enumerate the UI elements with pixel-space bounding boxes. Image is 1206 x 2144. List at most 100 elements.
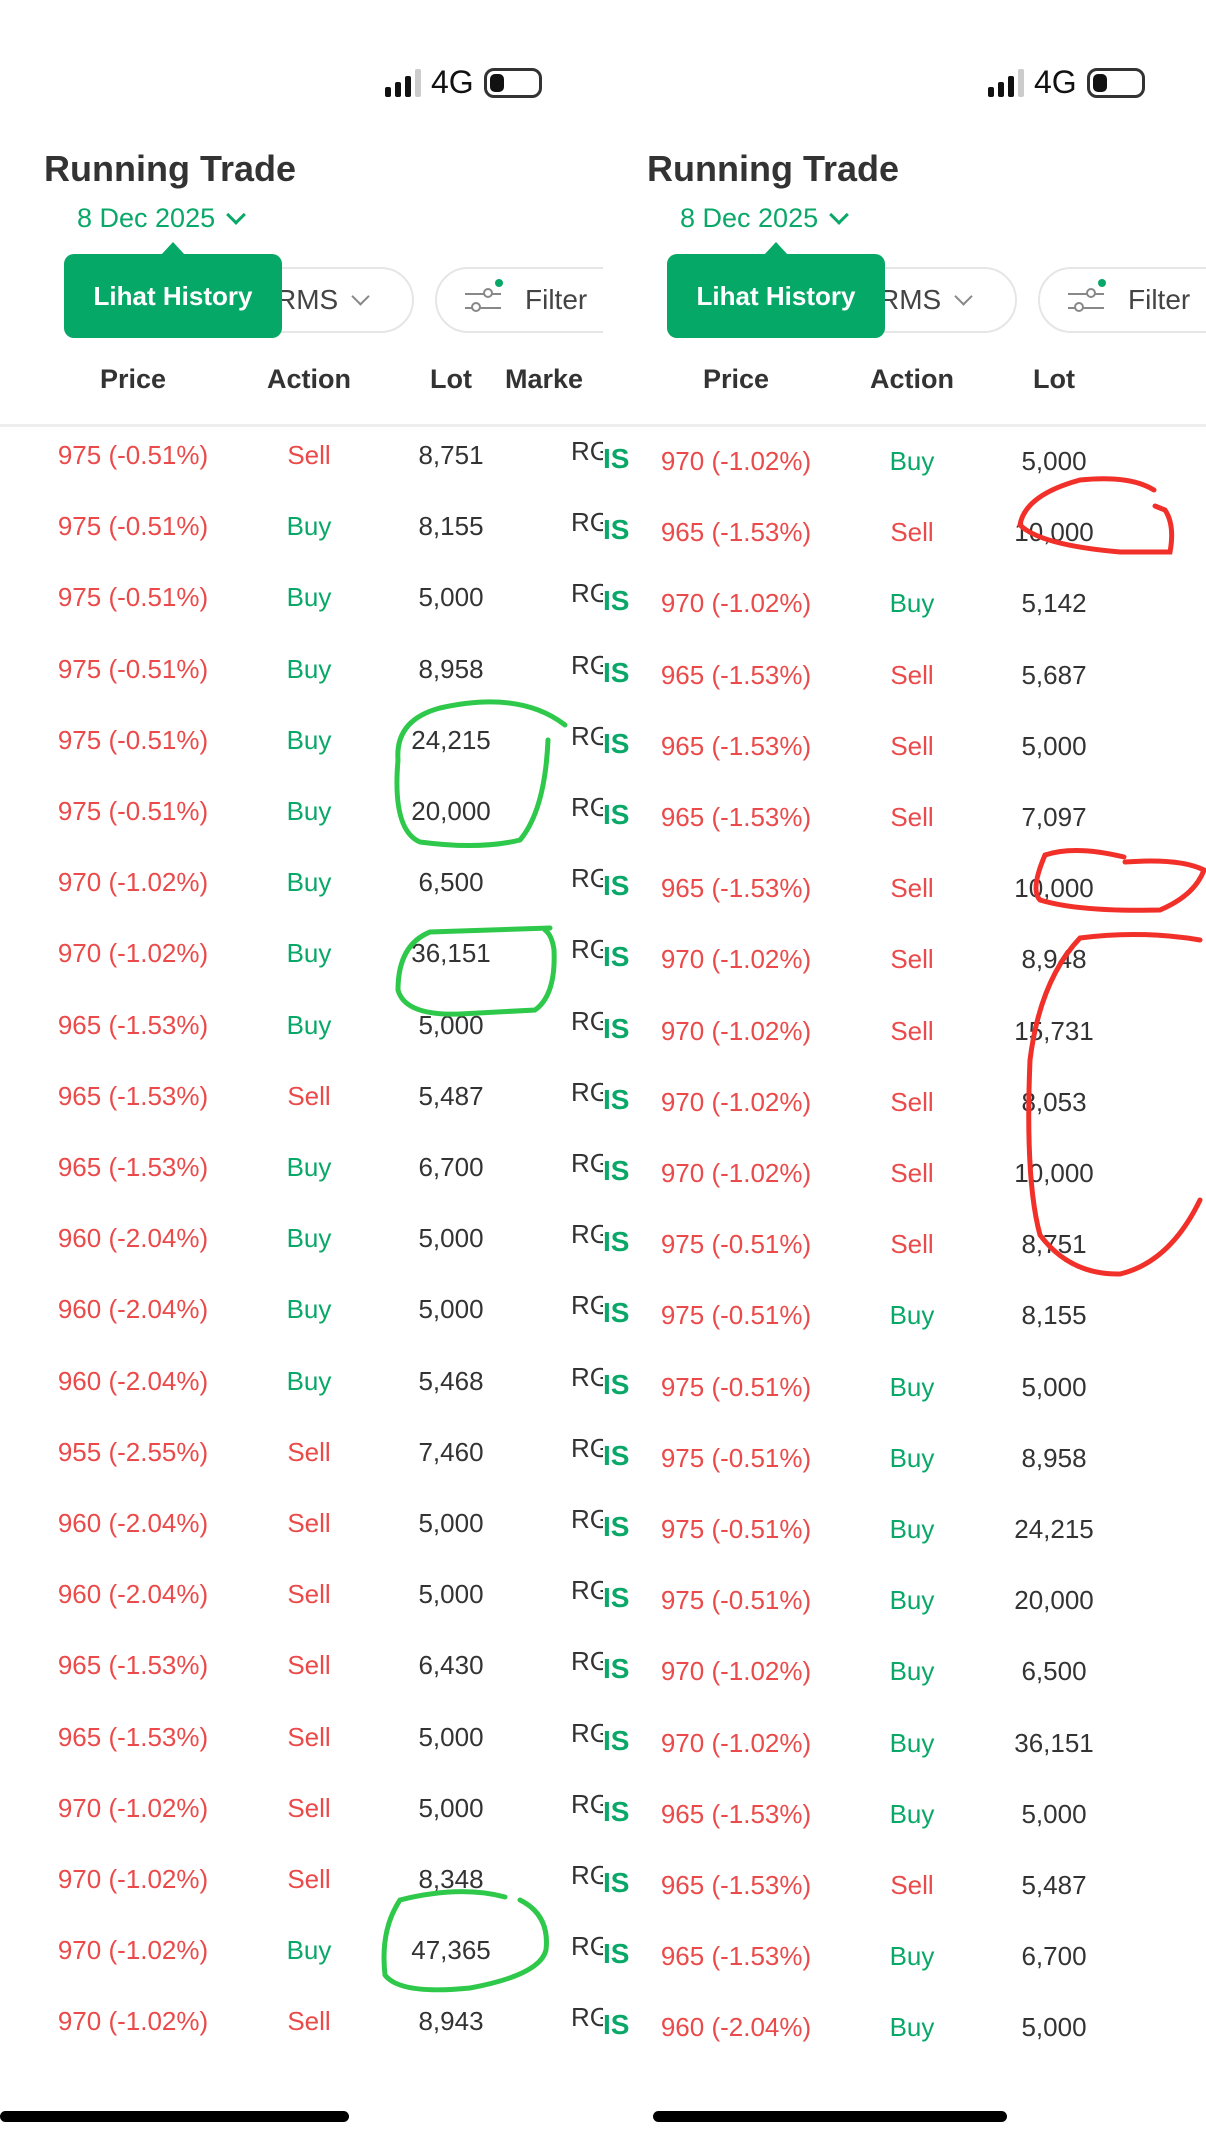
action-cell: Sell (287, 440, 331, 470)
price-cell: 975 (-0.51%) (660, 1514, 812, 1544)
lot-cell: 8,155 (418, 511, 484, 542)
price-cell: 955 (-2.55%) (57, 1436, 209, 1467)
filter-button[interactable]: Filter (435, 267, 603, 333)
broker-code-cell: IS (603, 1155, 630, 1186)
action-cell: Sell (287, 1080, 331, 1111)
price-cell: 965 (-1.53%) (660, 517, 812, 548)
column-header[interactable]: Lot (1033, 364, 1075, 394)
market-cell: RG (571, 1931, 603, 1962)
price-cell: 960 (-2.04%) (57, 1223, 209, 1254)
date-selector[interactable]: 8 Dec 2025 (77, 203, 247, 234)
market-cell: RG (571, 1148, 603, 1178)
action-cell: Buy (286, 653, 332, 684)
broker-code-cell: IS (603, 585, 630, 617)
market-cell: RG (571, 578, 603, 609)
chevron-down-icon (226, 204, 247, 225)
lot-cell: 10,000 (1014, 873, 1094, 904)
status-bar: 4G (988, 64, 1145, 101)
column-header[interactable]: Price (99, 364, 167, 394)
price-cell: 965 (-1.53%) (660, 873, 812, 904)
divider (0, 424, 603, 427)
action-cell: Buy (286, 1935, 332, 1966)
lihat-history-tooltip[interactable]: Lihat History (667, 242, 885, 338)
lot-cell: 7,097 (1021, 802, 1087, 832)
broker-code-cell: IS (603, 1724, 630, 1756)
action-cell: Buy (889, 1727, 935, 1758)
price-cell: 965 (-1.53%) (660, 659, 812, 690)
price-cell: 965 (-1.53%) (57, 1009, 209, 1040)
column-header[interactable]: Lot (430, 364, 472, 394)
price-cell: 975 (-0.51%) (57, 582, 209, 613)
price-cell: 965 (-1.53%) (660, 1941, 812, 1972)
price-cell: 970 (-1.02%) (660, 446, 812, 476)
lot-cell: 8,053 (1021, 1086, 1087, 1117)
price-cell: 960 (-2.04%) (57, 1365, 209, 1396)
column-header[interactable]: Marke (504, 364, 584, 394)
filter-button[interactable]: Filter (1038, 267, 1206, 333)
price-cell: 970 (-1.02%) (57, 1864, 209, 1894)
column-header[interactable]: Action (267, 364, 351, 394)
home-indicator[interactable] (0, 2111, 349, 2122)
column-header[interactable]: Action (870, 364, 954, 394)
price-cell: 965 (-1.53%) (57, 1721, 209, 1752)
action-cell: Buy (286, 1294, 332, 1325)
date-selector[interactable]: 8 Dec 2025 (680, 203, 850, 234)
price-cell: 960 (-2.04%) (57, 1579, 209, 1610)
price-cell: 965 (-1.53%) (57, 1650, 209, 1681)
sliders-icon (1068, 279, 1106, 315)
lot-cell: 8,155 (1021, 1300, 1087, 1331)
lot-cell: 10,000 (1014, 1158, 1094, 1188)
market-cell: RG (571, 1575, 603, 1606)
lot-cell: 5,000 (418, 1508, 484, 1538)
lot-cell: 6,500 (1021, 1656, 1087, 1687)
chevron-down-icon (829, 204, 850, 225)
lot-cell: 8,751 (418, 440, 484, 470)
lot-cell: 24,215 (411, 724, 491, 755)
broker-code-cell: IS (603, 1795, 630, 1827)
broker-code-cell: IS (603, 1012, 630, 1044)
action-cell: Sell (287, 2006, 331, 2037)
page-title: Running Trade (44, 148, 296, 189)
price-cell: 970 (-1.02%) (57, 1935, 209, 1966)
lot-cell: 5,000 (418, 1792, 484, 1823)
column-header[interactable]: Price (702, 364, 770, 394)
price-cell: 965 (-1.53%) (57, 1152, 209, 1182)
chevron-down-icon (351, 286, 370, 306)
home-indicator[interactable] (653, 2111, 1007, 2122)
broker-code-cell: IS (603, 1368, 630, 1400)
network-type: 4G (1034, 64, 1077, 100)
action-cell: Buy (889, 1371, 935, 1402)
action-cell: Sell (890, 1229, 934, 1260)
lihat-history-tooltip[interactable]: Lihat History (64, 242, 282, 338)
action-cell: Sell (287, 1650, 331, 1681)
broker-code-cell: IS (603, 1653, 630, 1685)
price-cell: 975 (-0.51%) (660, 1300, 812, 1331)
lot-cell: 5,000 (1021, 1798, 1087, 1829)
price-cell: 975 (-0.51%) (660, 1442, 812, 1473)
price-cell: 970 (-1.02%) (57, 2006, 209, 2037)
price-cell: 965 (-1.53%) (660, 1870, 812, 1900)
broker-code-cell: IS (603, 799, 630, 830)
market-cell: RG (571, 436, 603, 466)
market-cell: RG (571, 1788, 603, 1819)
action-cell: Sell (890, 517, 934, 548)
action-cell: Buy (286, 796, 332, 826)
market-cell: RG (571, 1361, 603, 1392)
lot-cell: 5,000 (418, 1579, 484, 1610)
action-cell: Sell (890, 1870, 934, 1900)
action-cell: Buy (889, 588, 935, 619)
lot-cell: 8,958 (418, 653, 484, 684)
lot-cell: 5,000 (418, 1721, 484, 1752)
broker-filter-dropdown[interactable]: RMS (803, 267, 1017, 333)
broker-code-cell: IS (603, 1511, 630, 1542)
broker-code-cell: IS (603, 1439, 630, 1471)
lot-cell: 36,151 (1014, 1727, 1094, 1758)
network-type: 4G (431, 64, 474, 100)
lot-cell: 5,687 (1021, 659, 1087, 690)
market-cell: RG (571, 1860, 603, 1890)
broker-code-cell: IS (603, 727, 630, 759)
price-cell: 970 (-1.02%) (660, 1086, 812, 1117)
price-cell: 970 (-1.02%) (57, 938, 209, 969)
page-title: Running Trade (647, 148, 899, 189)
action-cell: Buy (889, 2012, 935, 2043)
